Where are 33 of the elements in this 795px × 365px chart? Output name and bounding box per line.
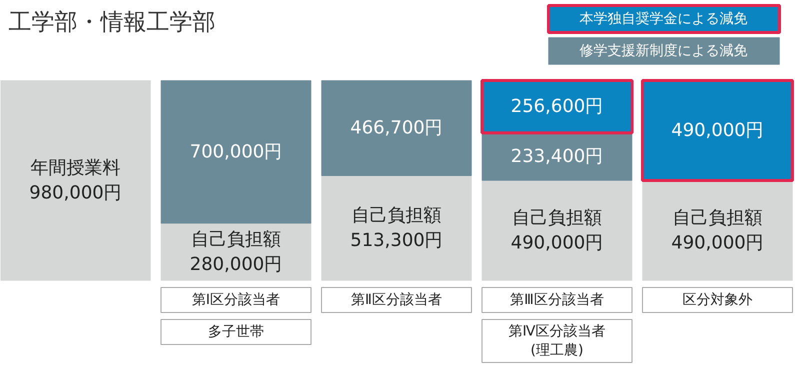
bar	[482, 132, 632, 181]
chart-title: 工学部・情報工学部	[8, 10, 216, 36]
series-label: 年間授業料	[30, 157, 120, 178]
x-tick-label: 第Ⅲ区分該当者	[510, 292, 604, 308]
data-label: 980,000円	[29, 182, 122, 204]
data-label: 490,000円	[671, 232, 764, 254]
data-label: 256,600円	[510, 96, 604, 118]
x-tick-label: 区分対象外	[682, 292, 752, 308]
series-label: 自己負担額	[191, 228, 281, 250]
data-label: 513,300円	[350, 230, 443, 252]
x-tick-label: 第Ⅱ区分該当者	[351, 292, 442, 308]
data-label: 490,000円	[671, 120, 764, 141]
bar	[160, 80, 312, 224]
bar	[321, 175, 472, 281]
data-label: 233,400円	[510, 146, 604, 168]
text: 自己負担額	[672, 207, 762, 228]
data-label: 280,000円	[190, 254, 282, 276]
bar	[641, 79, 794, 182]
x-tick-label: 第Ⅰ区分該当者	[192, 292, 280, 308]
text: 自己負担額	[512, 207, 602, 228]
data-label: 490,000円	[510, 232, 604, 254]
bar	[642, 180, 793, 281]
bar	[482, 180, 632, 281]
text: 自己負担額	[352, 205, 442, 226]
bar	[480, 79, 634, 134]
data-label: 466,700円	[350, 118, 443, 139]
text: 多子世帯	[208, 324, 264, 340]
data-label: 700,000円	[190, 141, 282, 162]
bar	[0, 80, 151, 281]
bar	[321, 80, 472, 176]
text: 本学独自奨学金による減免	[580, 11, 748, 27]
text: 修学支援新制度による減免	[580, 43, 748, 59]
text: 第Ⅳ区分該当者 (理工農)	[508, 323, 606, 359]
